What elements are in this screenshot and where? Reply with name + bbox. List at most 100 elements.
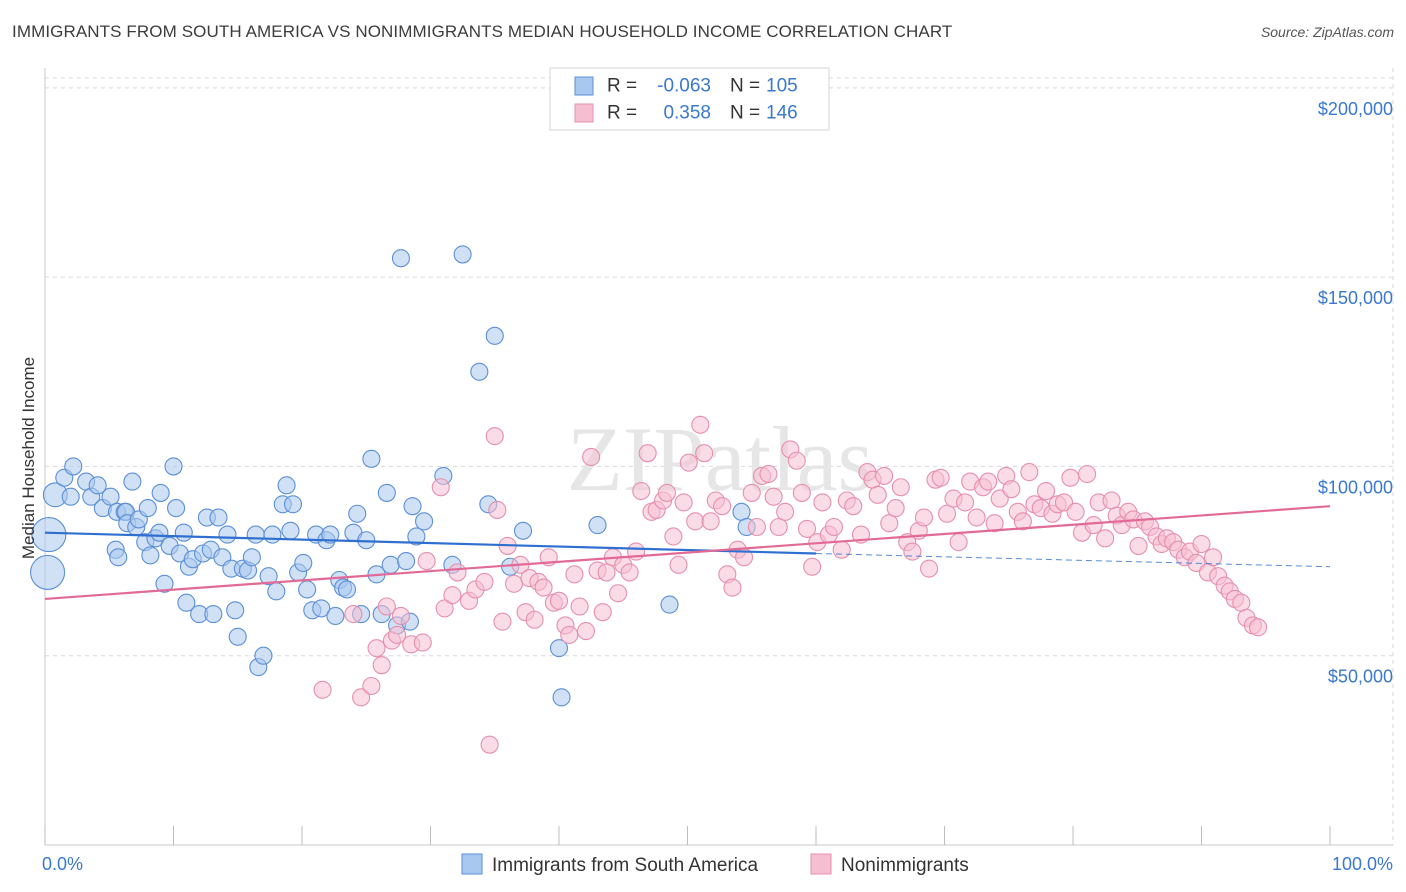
nonimmigrant-point xyxy=(956,493,975,512)
nonimmigrant-point xyxy=(769,517,788,537)
nonimmigrant-point xyxy=(759,464,778,484)
immigrant-point xyxy=(263,525,282,544)
immigrant-point xyxy=(312,599,331,618)
nonimmigrant-point xyxy=(1066,502,1085,521)
legend: R = -0.063 N = 105 R = 0.358 N = 146 xyxy=(549,67,830,131)
nonimmigrant-point xyxy=(776,502,795,521)
bottom-legend-swatch-immigrants xyxy=(461,853,483,875)
nonimmigrant-point xyxy=(435,599,454,618)
nonimmigrant-point xyxy=(1078,464,1097,484)
nonimmigrant-point xyxy=(480,735,499,754)
immigrant-point xyxy=(31,517,67,553)
nonimmigrant-point xyxy=(880,514,899,533)
immigrant-point xyxy=(209,508,228,527)
x-tick-label-end: 100.0% xyxy=(1332,854,1393,874)
nonimmigrant-point xyxy=(949,533,968,552)
nonimmigrant-point xyxy=(632,481,651,501)
nonimmigrant-point xyxy=(747,517,766,537)
nonimmigrant-point xyxy=(691,415,710,434)
immigrant-point xyxy=(453,245,472,264)
nonimmigrant-point xyxy=(1036,481,1056,501)
nonimmigrant-point xyxy=(475,572,494,591)
immigrant-point xyxy=(177,593,196,612)
nonimmigrant-point xyxy=(891,478,910,497)
nonimmigrant-point xyxy=(367,639,386,658)
immigrant-point xyxy=(485,326,504,345)
bottom-legend-swatch-nonimmigrants xyxy=(810,853,832,875)
immigrant-point xyxy=(732,502,751,521)
nonimmigrant-point xyxy=(979,472,998,491)
nonimmigrant-point xyxy=(1020,463,1039,482)
immigrant-point xyxy=(377,483,396,502)
nonimmigrant-point xyxy=(764,487,783,506)
nonimmigrant-point xyxy=(362,676,381,696)
immigrant-point xyxy=(259,567,278,586)
immigrant-point xyxy=(588,516,607,535)
nonimmigrant-point xyxy=(967,508,986,527)
immigrant-point xyxy=(407,527,426,546)
nonimmigrant-point xyxy=(485,427,504,446)
immigrant-point xyxy=(242,548,261,567)
bottom-legend: Immigrants from South America Nonimmigran… xyxy=(461,853,969,876)
nonimmigrant-point xyxy=(803,557,822,576)
nonimmigrant-point xyxy=(431,478,450,497)
immigrant-point xyxy=(321,525,340,544)
immigrant-trend-line xyxy=(44,531,817,555)
immigrant-point xyxy=(101,487,120,506)
nonimmigrant-point xyxy=(679,453,698,472)
nonimmigrant-point xyxy=(674,493,693,512)
immigrant-point xyxy=(155,574,174,593)
immigrant-point xyxy=(470,362,489,381)
immigrant-point xyxy=(30,554,66,590)
immigrant-point xyxy=(138,499,157,518)
immigrant-point xyxy=(109,548,128,567)
nonimmigrant-point xyxy=(1013,512,1032,531)
nonimmigrant-point xyxy=(493,612,512,631)
immigrant-point xyxy=(397,552,416,571)
x-tick-label-start: 0.0% xyxy=(42,854,83,874)
legend-swatch xyxy=(574,103,594,123)
immigrant-point xyxy=(362,449,381,468)
nonimmigrant-point xyxy=(504,574,524,593)
immigrant-point xyxy=(403,497,422,516)
immigrant-point xyxy=(204,605,223,624)
immigrant-point xyxy=(167,499,186,518)
chart-title: IMMIGRANTS FROM SOUTH AMERICA VS NONIMMI… xyxy=(12,22,953,41)
nonimmigrant-point xyxy=(723,578,742,597)
immigrant-point xyxy=(151,483,170,502)
immigrant-point xyxy=(254,646,273,665)
nonimmigrant-point xyxy=(609,584,628,603)
nonimmigrant-point xyxy=(669,555,688,574)
bottom-legend-label-immigrants: Immigrants from South America xyxy=(492,855,759,876)
immigrant-point xyxy=(228,627,247,646)
y-tick-label: $50,000 xyxy=(1328,667,1393,687)
y-tick-labels: $50,000 $100,000 $150,000 $200,000 xyxy=(1318,99,1393,687)
nonimmigrant-point xyxy=(695,444,714,463)
y-tick-label: $100,000 xyxy=(1318,477,1393,497)
nonimmigrant-point xyxy=(570,597,589,616)
immigrant-point xyxy=(391,249,410,268)
legend-n-value: 146 xyxy=(766,103,798,124)
gridlines xyxy=(45,68,1394,845)
immigrant-point xyxy=(218,525,237,544)
legend-n-label: N = xyxy=(730,76,760,97)
nonimmigrant-point xyxy=(792,483,811,502)
nonimmigrant-point xyxy=(565,565,584,584)
nonimmigrant-point xyxy=(593,603,612,622)
immigrant-point xyxy=(298,580,317,599)
nonimmigrant-point xyxy=(620,563,639,582)
nonimmigrant-point xyxy=(868,485,887,504)
nonimmigrant-point xyxy=(657,483,676,502)
immigrant-point xyxy=(246,525,265,544)
nonimmigrant-point xyxy=(787,451,806,470)
immigrant-point xyxy=(381,555,400,574)
nonimmigrant-point xyxy=(377,597,396,616)
nonimmigrant-point xyxy=(1192,534,1211,554)
immigrant-point xyxy=(226,601,245,620)
nonimmigrant-point xyxy=(985,514,1004,533)
immigrant-point xyxy=(141,546,160,565)
nonimmigrant-point xyxy=(875,466,894,485)
immigrant-point xyxy=(267,582,286,601)
nonimmigrant-point xyxy=(549,591,569,610)
